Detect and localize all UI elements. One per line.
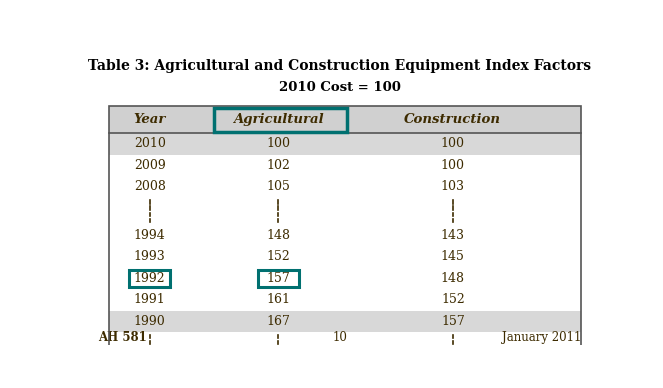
Text: 152: 152 [267, 250, 290, 263]
Text: 102: 102 [266, 159, 290, 172]
Text: 2008: 2008 [134, 180, 166, 194]
Text: 1993: 1993 [134, 250, 166, 263]
Text: Year: Year [133, 113, 166, 126]
Text: AH 581: AH 581 [98, 331, 147, 345]
Bar [258, 270, 299, 287]
Text: 2010 Cost = 100: 2010 Cost = 100 [279, 81, 400, 94]
Text: Agricultural: Agricultural [233, 113, 324, 126]
Text: January 2011: January 2011 [502, 331, 581, 345]
Bar [214, 107, 347, 132]
Text: Construction: Construction [404, 113, 501, 126]
Text: 1994: 1994 [134, 229, 166, 242]
Text: 148: 148 [266, 229, 290, 242]
Text: Table 3: Agricultural and Construction Equipment Index Factors: Table 3: Agricultural and Construction E… [88, 59, 591, 73]
Text: 103: 103 [441, 180, 465, 194]
Text: 100: 100 [441, 159, 465, 172]
Text: 1990: 1990 [134, 315, 166, 328]
Text: 145: 145 [441, 250, 465, 263]
Text: 157: 157 [441, 315, 465, 328]
Text: 143: 143 [441, 229, 465, 242]
Text: 2009: 2009 [134, 159, 166, 172]
Text: 167: 167 [266, 315, 290, 328]
Text: 2010: 2010 [134, 137, 166, 151]
Text: 157: 157 [267, 272, 290, 285]
Text: 10: 10 [332, 331, 347, 345]
Text: 161: 161 [266, 293, 290, 307]
Text: 1992: 1992 [134, 272, 166, 285]
Text: 148: 148 [441, 272, 465, 285]
Bar [129, 270, 170, 287]
Text: 1991: 1991 [134, 293, 166, 307]
Text: 105: 105 [266, 180, 290, 194]
Bar [109, 311, 581, 332]
Bar [109, 106, 581, 133]
Text: 100: 100 [441, 137, 465, 151]
Bar [109, 106, 581, 359]
Text: 152: 152 [441, 293, 465, 307]
Bar [109, 133, 581, 155]
Text: 100: 100 [266, 137, 290, 151]
